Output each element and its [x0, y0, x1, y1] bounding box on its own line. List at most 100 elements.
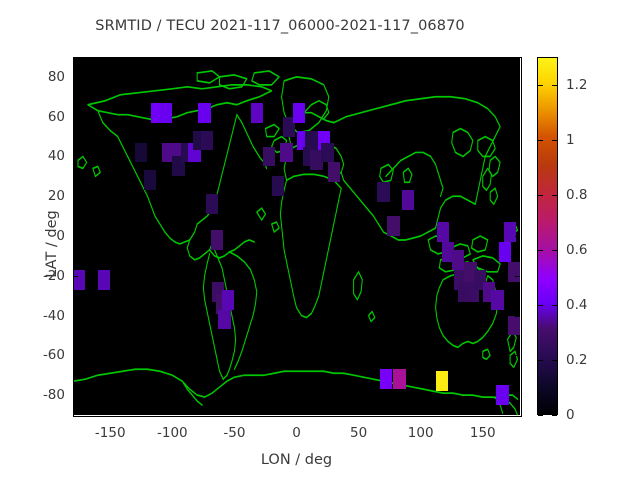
y-tick-mark-right	[515, 196, 520, 198]
colorbar-tick-label: 0	[566, 407, 575, 423]
heatmap-cell	[218, 309, 231, 330]
x-tick-mark	[482, 410, 484, 415]
heatmap-cell	[327, 162, 340, 183]
heatmap-cell	[97, 269, 111, 290]
x-tick-mark-top	[482, 57, 484, 62]
heatmap-cell	[280, 142, 293, 163]
world-coastlines	[73, 70, 519, 415]
heatmap-cell	[507, 315, 520, 336]
heatmap-cell	[143, 170, 157, 191]
heatmap-cell	[451, 249, 465, 270]
y-tick-mark-right	[515, 395, 520, 397]
colorbar[interactable]	[537, 57, 558, 415]
y-tick-mark-right	[515, 275, 520, 277]
x-tick-label: 150	[469, 425, 496, 441]
colorbar-tick-mark	[538, 304, 543, 306]
colorbar-tick-mark	[538, 84, 543, 86]
colorbar-tick-mark-right	[552, 359, 557, 361]
heatmap-cell	[292, 102, 306, 123]
y-tick-label: 40	[47, 148, 65, 165]
x-tick-mark-top	[296, 57, 298, 62]
x-axis-label: LON / deg	[260, 452, 333, 468]
y-tick-mark-right	[515, 315, 520, 317]
y-tick-mark	[73, 156, 78, 158]
heatmap-cell	[377, 182, 390, 203]
heatmap-cell	[73, 269, 86, 290]
x-tick-label: 0	[292, 425, 301, 441]
heatmap-cell	[507, 261, 520, 282]
heatmap-cell	[503, 222, 517, 242]
colorbar-tick-label: 1	[566, 131, 575, 148]
heatmap-cell	[393, 369, 406, 390]
colorbar-tick-mark-right	[552, 139, 557, 141]
x-tick-label: -150	[94, 425, 126, 441]
heatmap-cell	[310, 150, 323, 171]
heatmap-cell	[159, 102, 173, 123]
y-tick-label: 20	[47, 188, 65, 205]
x-tick-label: -100	[157, 425, 188, 441]
heatmap-cell	[162, 142, 175, 163]
y-tick-label: -20	[42, 267, 65, 284]
x-tick-mark-top	[110, 57, 112, 62]
x-tick-mark-top	[172, 57, 174, 62]
page-title: SRMTID / TECU 2021-117_06000-2021-117_06…	[95, 18, 465, 34]
x-tick-mark-top	[358, 57, 360, 62]
heatmap-cell	[379, 369, 393, 390]
heatmap-cell	[387, 216, 400, 236]
heatmap-cell	[496, 385, 509, 406]
heatmap-cell	[402, 190, 415, 211]
x-tick-mark	[358, 410, 360, 415]
y-tick-mark	[73, 395, 78, 397]
colorbar-tick-mark	[538, 359, 543, 361]
colorbar-tick-mark	[538, 139, 543, 141]
y-tick-mark	[73, 236, 78, 237]
y-tick-mark	[73, 275, 78, 277]
map-plot-area[interactable]	[73, 57, 520, 415]
y-tick-mark	[73, 315, 78, 317]
heatmap-cell	[498, 241, 512, 262]
heatmap-cell	[435, 371, 448, 392]
x-tick-mark-top	[234, 57, 236, 62]
colorbar-tick-mark	[538, 415, 543, 416]
heatmap-cell	[464, 261, 477, 282]
x-tick-mark	[110, 410, 112, 415]
colorbar-tick-mark	[538, 249, 543, 251]
y-tick-mark	[73, 355, 78, 357]
x-tick-mark	[172, 410, 174, 415]
x-tick-label: -50	[223, 425, 246, 441]
heatmap-cell	[436, 222, 450, 242]
y-tick-mark-right	[515, 116, 520, 118]
colorbar-tick-mark-right	[552, 304, 557, 306]
heatmap-cell	[222, 289, 235, 310]
x-tick-label: 100	[407, 425, 434, 441]
x-tick-mark	[234, 410, 236, 415]
colorbar-tick-mark-right	[552, 415, 557, 416]
y-tick-label: -60	[42, 347, 65, 364]
y-tick-mark-right	[515, 355, 520, 357]
colorbar-tick-label: 0.2	[566, 351, 588, 368]
colorbar-tick-mark-right	[552, 194, 557, 196]
heatmap-cell	[198, 102, 211, 123]
colorbar-tick-label: 1.2	[566, 76, 588, 93]
heatmap-cell	[321, 142, 334, 163]
colorbar-tick-mark	[538, 194, 543, 196]
colorbar-tick-mark-right	[552, 249, 557, 251]
x-tick-mark	[420, 410, 422, 415]
heatmap-cell	[250, 102, 263, 123]
colorbar-tick-label: 0.4	[566, 296, 588, 313]
heatmap-cell	[491, 289, 504, 310]
x-tick-mark-top	[420, 57, 422, 62]
colorbar-tick-mark-right	[552, 84, 557, 86]
heatmap-cell	[441, 241, 455, 262]
y-tick-label: 80	[47, 68, 65, 85]
colorbar-tick-label: 0.8	[566, 186, 588, 203]
heatmap-cell	[210, 230, 224, 250]
heatmap-cell	[262, 146, 276, 167]
y-tick-mark-right	[515, 156, 520, 158]
y-tick-mark	[73, 196, 78, 198]
y-axis-label: LAT / deg	[44, 210, 60, 278]
y-tick-mark-right	[515, 236, 520, 237]
colorbar-tick-label: 0.6	[566, 241, 588, 258]
x-tick-label: 50	[349, 425, 368, 441]
